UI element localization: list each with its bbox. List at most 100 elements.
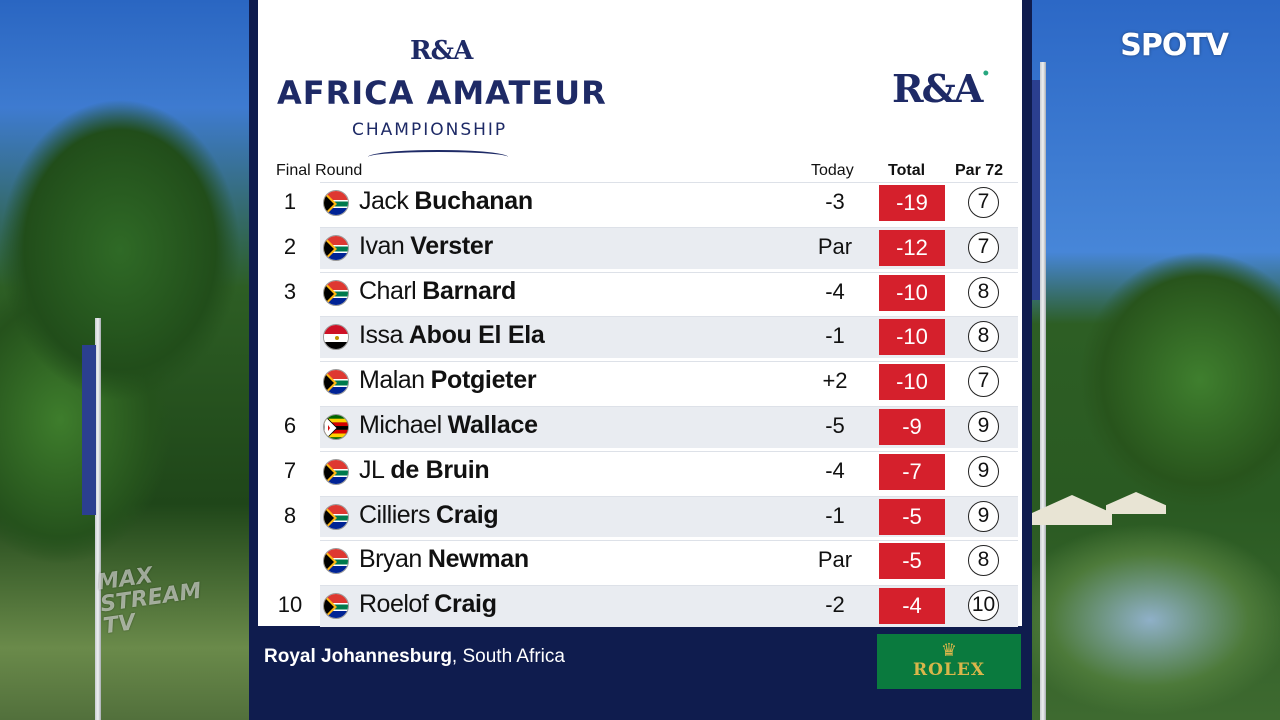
south-africa-flag-icon (323, 458, 349, 485)
today-score: -5 (825, 412, 845, 438)
total-score: -5 (879, 543, 945, 580)
first-name: Ivan (359, 231, 405, 260)
ra-logo-large: R&A• (892, 66, 990, 111)
crown-icon: ♛ (940, 640, 958, 660)
today-score: -4 (825, 457, 845, 483)
last-name: Wallace (447, 410, 538, 439)
south-africa-flag-icon (323, 593, 349, 620)
south-africa-flag-icon (323, 548, 349, 575)
holes-played: 7 (968, 231, 999, 263)
leaderboard-row: 6 Michael Wallace -5 -9 9 (270, 404, 1018, 449)
south-africa-flag-icon (323, 279, 349, 306)
leaderboard-row: Issa Abou El Ela -1 -10 8 (270, 314, 1018, 359)
total-score: -7 (879, 453, 945, 490)
total-score: -10 (879, 364, 945, 401)
today-score: +2 (822, 368, 848, 394)
last-name: Craig (434, 590, 497, 619)
leaderboard-row: 8 Cilliers Craig -1 -5 9 (270, 494, 1018, 539)
last-name: Buchanan (414, 187, 533, 215)
player-name: Issa Abou El Ela (359, 321, 545, 350)
flagpole-right (1040, 62, 1046, 720)
today-score: -3 (825, 189, 845, 214)
first-name: Cilliers (359, 500, 431, 529)
today-score: -4 (825, 278, 845, 304)
leaderboard-row: Bryan Newman Par -5 8 (270, 538, 1018, 583)
first-name: Charl (359, 276, 417, 305)
venue-label: Royal Johannesburg, South Africa (264, 646, 565, 667)
last-name: Potgieter (430, 366, 537, 395)
first-name: Bryan (359, 545, 422, 574)
zimbabwe-flag-icon (323, 413, 349, 440)
flagpole-left (95, 318, 101, 720)
ra-logo-small: R&A (410, 36, 473, 66)
today-score: Par (817, 233, 853, 259)
player-name: JL de Bruin (359, 455, 490, 485)
total-score: -4 (879, 588, 945, 625)
leaderboard-row: 10 Roelof Craig -2 -4 10 (270, 583, 1018, 628)
south-africa-flag-icon (323, 503, 349, 530)
first-name: JL (359, 455, 385, 484)
south-africa-flag-icon (323, 190, 349, 216)
player-name: Jack Buchanan (359, 187, 533, 216)
total-header: Total (888, 162, 926, 179)
par-header: Par 72 (955, 162, 1004, 179)
holes-played: 10 (968, 590, 999, 622)
last-name: Barnard (422, 276, 517, 305)
south-africa-flag-icon (323, 234, 349, 261)
player-name: Michael Wallace (359, 411, 538, 440)
first-name: Malan (359, 366, 425, 395)
total-score: -10 (879, 319, 945, 356)
position: 3 (283, 278, 297, 304)
last-name: Craig (436, 500, 499, 529)
today-score: -1 (825, 502, 845, 528)
background-trees-left (0, 0, 250, 720)
player-name: Ivan Verster (359, 232, 493, 261)
holes-played: 8 (968, 321, 999, 353)
event-logo-swoosh (368, 150, 508, 164)
leaderboard-row: 3 Charl Barnard -4 -10 8 (270, 270, 1018, 315)
holes-played: 8 (968, 276, 999, 308)
player-name: Charl Barnard (359, 277, 516, 306)
holes-played: 7 (968, 187, 999, 218)
today-header: Today (811, 162, 854, 179)
position: 8 (283, 502, 297, 528)
holes-played: 7 (968, 366, 999, 398)
leaderboard: 1 Jack Buchanan -3 -19 7 2 Ivan Verster Par -12 7 3 C… (270, 180, 1018, 628)
today-score: -1 (825, 323, 845, 349)
last-name: de Bruin (390, 455, 490, 484)
background-trees-right (1030, 0, 1280, 720)
event-title: AFRICA AMATEUR (277, 74, 607, 112)
flag-right (1030, 80, 1040, 300)
holes-played: 9 (968, 500, 999, 532)
holes-played: 8 (968, 545, 999, 577)
position: 2 (283, 233, 297, 259)
round-label: Final Round (276, 162, 363, 179)
position: 7 (283, 457, 297, 483)
position: 6 (283, 412, 297, 438)
today-score: -2 (825, 592, 845, 618)
player-name: Malan Potgieter (359, 366, 537, 395)
leaderboard-row: 7 JL de Bruin -4 -7 9 (270, 449, 1018, 494)
egypt-flag-icon (323, 324, 349, 351)
leaderboard-row: 2 Ivan Verster Par -12 7 (270, 225, 1018, 270)
total-score: -5 (879, 498, 945, 535)
today-score: Par (817, 547, 853, 573)
last-name: Verster (410, 231, 493, 260)
last-name: Newman (427, 545, 529, 574)
first-name: Jack (359, 187, 409, 215)
player-name: Bryan Newman (359, 545, 529, 574)
last-name: Abou El Ela (408, 321, 545, 350)
total-score: -9 (879, 408, 945, 445)
flag-left (82, 345, 96, 515)
south-africa-flag-icon (323, 369, 349, 396)
player-name: Roelof Craig (359, 590, 497, 619)
leaderboard-row: Malan Potgieter +2 -10 7 (270, 359, 1018, 404)
leaderboard-row: 1 Jack Buchanan -3 -19 7 (270, 180, 1018, 225)
first-name: Michael (359, 410, 442, 439)
position: 10 (277, 592, 303, 618)
first-name: Issa (359, 321, 403, 350)
total-score: -19 (879, 185, 945, 221)
holes-played: 9 (968, 410, 999, 442)
holes-played: 9 (968, 455, 999, 487)
broadcaster-logo: SPOTV (1120, 28, 1229, 63)
